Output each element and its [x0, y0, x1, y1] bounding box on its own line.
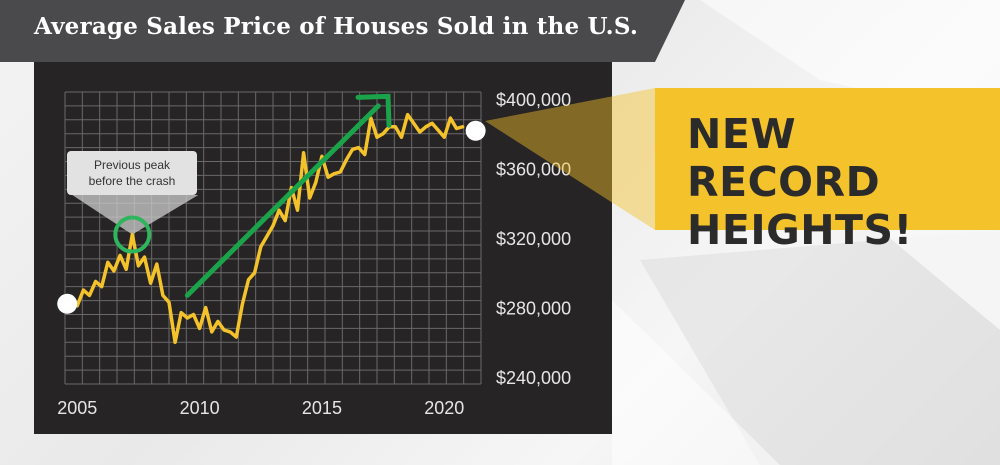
growth-arrow-shaft	[184, 103, 381, 298]
callout-line-2: HEIGHTS!	[687, 206, 913, 254]
peak-annotation-line-2: before the crash	[88, 174, 176, 188]
start-point-marker	[57, 293, 78, 314]
x-tick-label: 2020	[424, 398, 464, 418]
peak-annotation-line-1: Previous peak	[93, 158, 171, 172]
y-tick-label: $400,000	[496, 90, 571, 110]
end-point-marker	[465, 120, 486, 141]
line-chart: $240,000 $280,000 $320,000 $360,000 $400,000…	[57, 90, 571, 418]
record-callout: NEW RECORD HEIGHTS!	[655, 88, 1000, 254]
y-tick-label: $280,000	[496, 299, 571, 319]
y-tick-label: $360,000	[496, 159, 571, 179]
price-series-line	[75, 112, 465, 345]
callout-text: NEW RECORD HEIGHTS!	[687, 110, 987, 254]
x-tick-label: 2015	[302, 398, 342, 418]
y-tick-label: $320,000	[496, 229, 571, 249]
title-banner	[0, 0, 685, 62]
growth-arrow-head	[355, 93, 392, 128]
chart-title: Average Sales Price of Houses Sold in th…	[34, 13, 639, 40]
peak-annotation-label: Previous peak before the crash	[67, 151, 197, 195]
x-tick-label: 2010	[180, 398, 220, 418]
chart-panel: $240,000 $280,000 $320,000 $360,000 $400,000…	[34, 62, 612, 434]
peak-highlight-circle	[113, 215, 152, 254]
peak-pointer	[72, 195, 199, 235]
callout-line-1: NEW RECORD	[687, 110, 881, 206]
y-tick-label: $240,000	[496, 368, 571, 388]
x-tick-label: 2005	[57, 398, 97, 418]
